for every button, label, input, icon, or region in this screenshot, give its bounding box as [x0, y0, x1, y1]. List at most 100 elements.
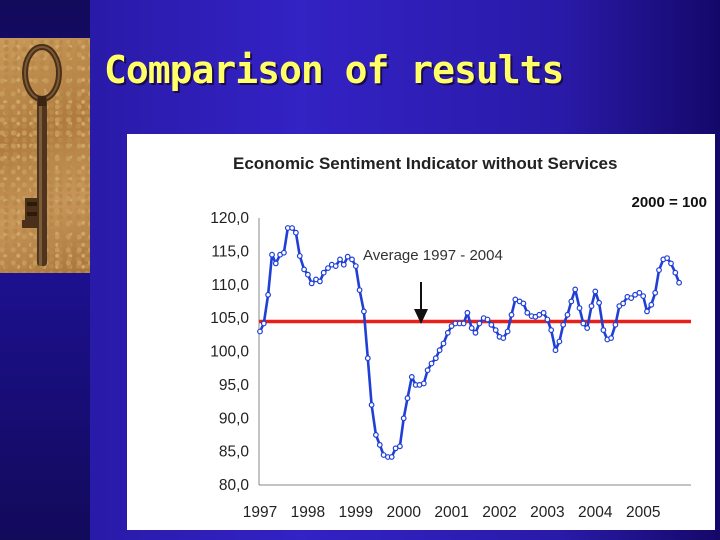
- data-point: [488, 321, 495, 328]
- data-point: [628, 295, 635, 302]
- data-point: [272, 260, 279, 267]
- y-tick-label: 90,0: [219, 410, 250, 427]
- data-point: [368, 402, 375, 408]
- data-point: [360, 308, 367, 315]
- data-point: [664, 255, 670, 261]
- data-point: [504, 328, 511, 335]
- chart-title: Economic Sentiment Indicator without Ser…: [233, 154, 617, 173]
- x-tick-label: 1999: [339, 504, 373, 521]
- annotation-arrowhead: [414, 309, 428, 324]
- average-annotation: Average 1997 - 2004: [363, 247, 503, 264]
- data-point: [440, 340, 447, 347]
- data-point: [280, 249, 287, 256]
- data-point: [648, 301, 655, 308]
- x-tick-label: 2003: [530, 504, 564, 521]
- data-point: [428, 360, 435, 367]
- y-tick-label: 110,0: [211, 277, 249, 294]
- data-point: [400, 415, 407, 422]
- x-tick-labels: 1997 1998 1999 2000 2001 2002 2003 2004 2005: [243, 504, 661, 521]
- y-tick-label: 105,0: [210, 310, 249, 327]
- y-tick-labels: 120,0 115,0 110,0 105,0 100,0 95,0 90,0 85,0 80,…: [210, 210, 249, 494]
- old-key-icon: [22, 44, 62, 266]
- data-point: [304, 271, 311, 278]
- data-point: [520, 300, 527, 307]
- y-tick-label: 100,0: [210, 344, 249, 361]
- data-point: [608, 335, 615, 342]
- data-point: [337, 256, 343, 263]
- data-point: [596, 299, 603, 306]
- data-point: [424, 367, 431, 374]
- data-point: [364, 355, 371, 362]
- data-point: [540, 309, 547, 316]
- x-tick-label: 2005: [626, 504, 660, 521]
- data-point: [576, 305, 583, 312]
- data-point: [524, 309, 531, 316]
- x-tick-label: 1997: [243, 504, 277, 521]
- data-point: [257, 328, 263, 335]
- slide-title: Comparison of results: [104, 48, 564, 92]
- data-point: [397, 443, 403, 450]
- data-point: [420, 380, 427, 387]
- data-point: [320, 269, 327, 276]
- data-point: [568, 298, 575, 305]
- y-tick-label: 95,0: [219, 377, 250, 394]
- data-point: [468, 325, 475, 332]
- data-point: [668, 260, 674, 267]
- data-point: [289, 225, 296, 231]
- data-point: [316, 278, 323, 285]
- data-point: [556, 338, 563, 345]
- data-point: [652, 289, 659, 296]
- data-point: [476, 320, 483, 327]
- data-point: [376, 442, 383, 448]
- data-point: [408, 373, 415, 380]
- data-point: [325, 265, 331, 272]
- data-point: [600, 327, 607, 334]
- data-point: [444, 329, 451, 336]
- data-point: [584, 325, 591, 332]
- data-point: [460, 320, 467, 327]
- data-point: [349, 256, 355, 263]
- data-point: [356, 287, 363, 294]
- y-tick-label: 85,0: [219, 444, 250, 461]
- data-point: [500, 335, 507, 342]
- data-point: [492, 327, 499, 334]
- data-point: [260, 320, 267, 327]
- data-point: [552, 347, 559, 354]
- y-tick-label: 120,0: [210, 210, 249, 227]
- data-point: [548, 327, 555, 334]
- data-point: [308, 280, 315, 287]
- data-point: [508, 311, 515, 318]
- data-point: [588, 303, 595, 310]
- data-point: [404, 395, 411, 402]
- data-point: [296, 253, 303, 259]
- data-point: [656, 267, 662, 274]
- data-point: [644, 308, 650, 315]
- x-tick-label: 2001: [434, 504, 468, 521]
- x-tick-label: 1998: [291, 504, 325, 521]
- data-point: [448, 323, 455, 330]
- data-point: [636, 289, 643, 296]
- data-point: [340, 261, 347, 268]
- y-tick-label: 80,0: [219, 477, 250, 494]
- data-point: [560, 321, 567, 328]
- data-point: [484, 316, 491, 323]
- data-point: [372, 432, 379, 438]
- data-point: [432, 355, 439, 362]
- y-tick-label: 115,0: [211, 243, 249, 260]
- data-point: [464, 309, 471, 316]
- data-point: [436, 347, 443, 354]
- data-point: [332, 263, 339, 270]
- x-tick-label: 2002: [482, 504, 516, 521]
- data-point: [572, 286, 579, 293]
- data-point: [676, 279, 682, 286]
- chart-panel: Economic Sentiment Indicator without Ser…: [127, 134, 715, 530]
- x-tick-label: 2000: [386, 504, 421, 521]
- data-point: [269, 251, 275, 258]
- data-point: [352, 263, 359, 270]
- series-points: [257, 225, 682, 460]
- data-point: [472, 329, 479, 336]
- data-point: [564, 311, 571, 318]
- data-point: [265, 291, 272, 298]
- data-point: [640, 293, 647, 300]
- data-point: [292, 229, 299, 236]
